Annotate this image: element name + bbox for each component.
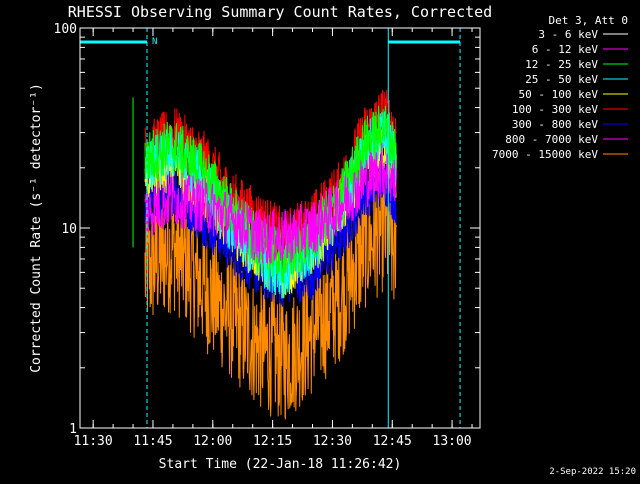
axes: 11:30 11:45 12:00 12:15 12:30 12:45 13:00 1 10 10… — [54, 22, 480, 449]
legend-title: Det 3, Att 0 — [549, 14, 628, 27]
plot-content: N — [79, 28, 461, 428]
legend: Det 3, Att 03 - 6 keV 6 - 12 keV 12 - 25 k… — [492, 14, 628, 161]
series-line-1 — [144, 143, 397, 264]
x-tick-label-0: 11:30 — [74, 434, 113, 449]
y-axis-label: Corrected Count Rate (s⁻¹ detector⁻¹) — [29, 83, 44, 373]
x-tick-label-1: 11:45 — [133, 434, 172, 449]
series-line-8 — [144, 168, 397, 420]
x-tick-label-4: 12:30 — [313, 434, 352, 449]
chart-title: RHESSI Observing Summary Count Rates, Co… — [68, 3, 492, 21]
legend-label-7: 800 - 7000 keV — [505, 133, 598, 146]
x-axis-label: Start Time (22-Jan-18 11:26:42) — [159, 457, 402, 472]
x-tick-label-5: 12:45 — [373, 434, 412, 449]
legend-label-6: 300 - 800 keV — [512, 118, 598, 131]
legend-label-2: 12 - 25 keV — [525, 58, 598, 71]
flag-bar-label-0: N — [152, 37, 157, 47]
x-tick-label-3: 12:15 — [253, 434, 292, 449]
legend-label-1: 6 - 12 keV — [532, 43, 599, 56]
legend-label-5: 100 - 300 keV — [512, 103, 598, 116]
x-tick-label-6: 13:00 — [433, 434, 472, 449]
legend-label-3: 25 - 50 keV — [525, 73, 598, 86]
y-tick-label-0: 1 — [69, 422, 77, 437]
legend-label-8: 7000 - 15000 keV — [492, 148, 598, 161]
legend-label-0: 3 - 6 keV — [538, 28, 598, 41]
y-tick-label-1: 10 — [61, 222, 77, 237]
legend-label-4: 50 - 100 keV — [519, 88, 599, 101]
x-tick-label-2: 12:00 — [193, 434, 232, 449]
footer-timestamp: 2-Sep-2022 15:20 — [549, 467, 636, 477]
y-tick-label-2: 100 — [54, 22, 77, 37]
